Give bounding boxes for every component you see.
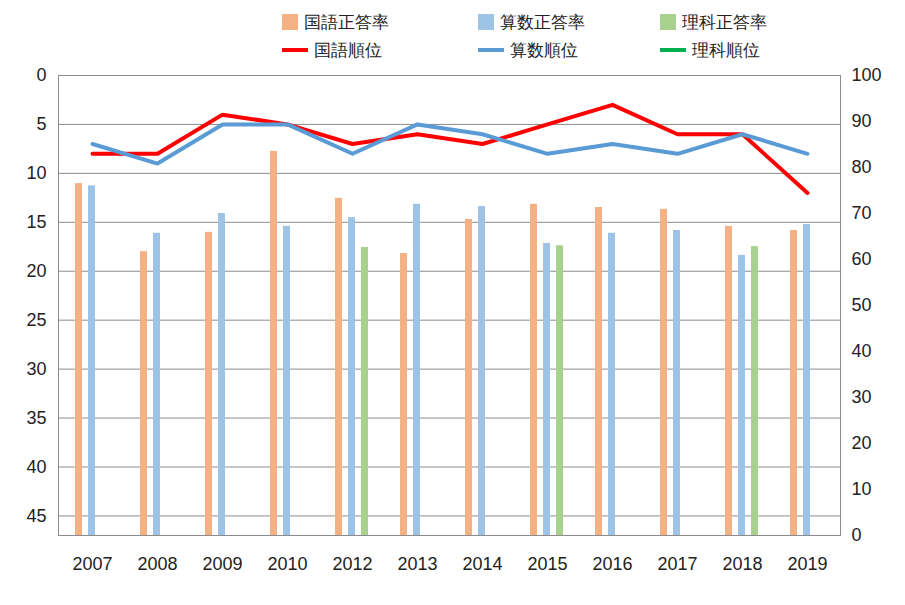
svg-text:100: 100 xyxy=(852,65,882,85)
svg-text:2018: 2018 xyxy=(722,554,762,574)
svg-text:2010: 2010 xyxy=(267,554,307,574)
svg-text:50: 50 xyxy=(852,295,872,315)
svg-text:5: 5 xyxy=(36,114,46,134)
svg-text:70: 70 xyxy=(852,203,872,223)
svg-text:2017: 2017 xyxy=(657,554,697,574)
html-text:国語正答率: 国語正答率 xyxy=(304,12,389,32)
svg-text:2013: 2013 xyxy=(397,554,437,574)
svg-text:20: 20 xyxy=(26,261,46,281)
svg-text:90: 90 xyxy=(852,111,872,131)
svg-text:40: 40 xyxy=(852,341,872,361)
svg-text:0: 0 xyxy=(36,65,46,85)
svg-text:10: 10 xyxy=(852,479,872,499)
svg-text:25: 25 xyxy=(26,310,46,330)
svg-text:10: 10 xyxy=(26,163,46,183)
svg-text:2014: 2014 xyxy=(462,554,502,574)
svg-text:2012: 2012 xyxy=(332,554,372,574)
svg-text:30: 30 xyxy=(852,387,872,407)
html-text:算数正答率: 算数正答率 xyxy=(500,12,585,32)
html-text:理科正答率: 理科正答率 xyxy=(682,12,767,32)
svg-text:2019: 2019 xyxy=(787,554,827,574)
svg-text:2016: 2016 xyxy=(592,554,632,574)
svg-text:0: 0 xyxy=(852,525,862,545)
svg-text:2008: 2008 xyxy=(137,554,177,574)
svg-text:30: 30 xyxy=(26,359,46,379)
svg-text:2015: 2015 xyxy=(527,554,567,574)
html-text:国語順位: 国語順位 xyxy=(314,40,382,60)
html-text:理科順位: 理科順位 xyxy=(692,40,760,60)
svg-text:45: 45 xyxy=(26,506,46,526)
svg-text:40: 40 xyxy=(26,457,46,477)
svg-text:20: 20 xyxy=(852,433,872,453)
html-text:算数順位: 算数順位 xyxy=(510,40,578,60)
svg-text:2007: 2007 xyxy=(72,554,112,574)
svg-text:60: 60 xyxy=(852,249,872,269)
svg-text:15: 15 xyxy=(26,212,46,232)
svg-text:80: 80 xyxy=(852,157,872,177)
svg-text:2009: 2009 xyxy=(202,554,242,574)
svg-text:35: 35 xyxy=(26,408,46,428)
